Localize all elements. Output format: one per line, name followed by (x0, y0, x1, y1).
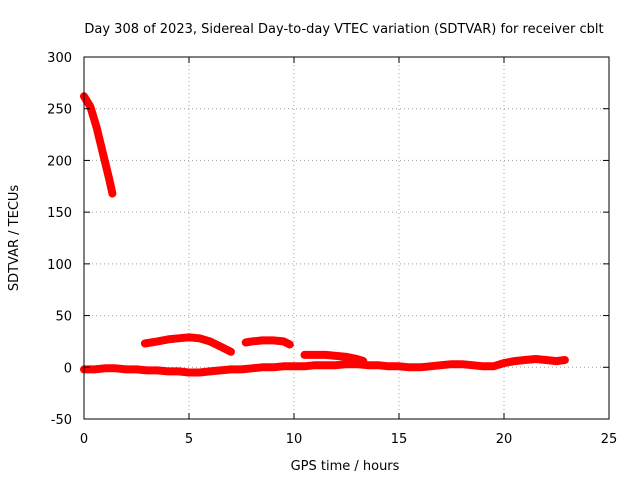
plot-frame (83, 56, 610, 420)
x-tick-label: 10 (286, 432, 303, 447)
axis-ticks: 0 5 10 15 20 25 -50 0 50 100 150 200 250 300 (47, 51, 617, 447)
y-tick-label: 0 (64, 361, 72, 376)
y-tick-label: 250 (47, 103, 72, 118)
x-tick-label: 5 (185, 432, 193, 447)
x-axis-label: GPS time / hours (291, 459, 400, 474)
y-tick-label: 300 (47, 51, 72, 66)
grid-lines (84, 57, 609, 419)
series-line-5 (300, 350, 368, 366)
x-tick-label: 20 (496, 432, 513, 447)
series-line-2 (80, 355, 569, 377)
chart-title: Day 308 of 2023, Sidereal Day-to-day VTE… (84, 22, 603, 37)
y-tick-label: 100 (47, 258, 72, 273)
x-tick-label: 25 (601, 432, 618, 447)
series-line-3 (140, 333, 235, 356)
y-tick-label: 50 (55, 310, 72, 325)
x-tick-label: 15 (391, 432, 408, 447)
data-series (80, 92, 569, 377)
x-tick-label: 0 (80, 432, 88, 447)
series-line-1 (80, 92, 117, 198)
series-line-4 (241, 336, 294, 349)
y-axis-label: SDTVAR / TECUs (7, 185, 22, 292)
y-tick-label: 200 (47, 154, 72, 169)
y-tick-label: -50 (51, 413, 72, 428)
y-tick-label: 150 (47, 206, 72, 221)
